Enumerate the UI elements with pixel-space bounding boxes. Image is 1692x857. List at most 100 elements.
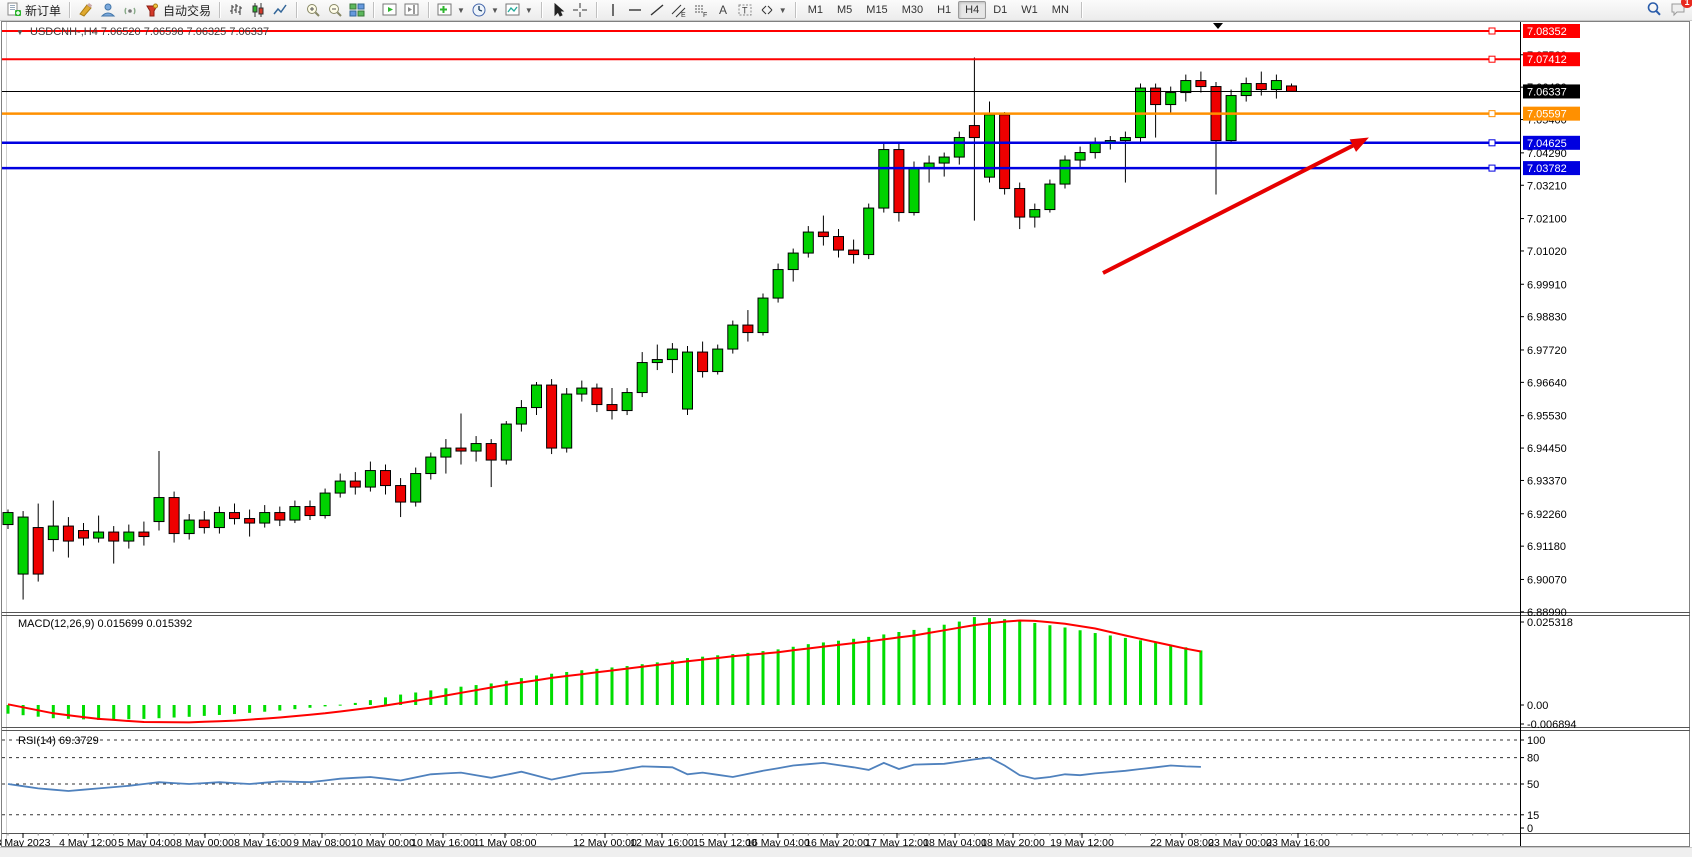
macd-histogram-bar: [821, 642, 825, 705]
timeframe-D1-button[interactable]: D1: [993, 4, 1008, 16]
svg-text:3 May 2023: 3 May 2023: [0, 837, 51, 849]
svg-text:12 May 00:00: 12 May 00:00: [573, 837, 637, 849]
periods-button[interactable]: ▼: [468, 1, 502, 19]
chevron-down-icon[interactable]: ▼: [457, 5, 465, 15]
level-price-labels: 7.08352 7.07412 7.06337 7.05597 7.04625 7.037…: [1523, 24, 1580, 176]
new-order-button[interactable]: 新订单: [3, 1, 64, 20]
macd-histogram-bar: [338, 704, 342, 706]
macd-histogram-bar: [489, 683, 493, 705]
macd-histogram-bar: [731, 654, 735, 705]
auto-scroll-icon: [382, 2, 398, 18]
macd-histogram-bar: [6, 705, 10, 714]
new-order-icon: [6, 2, 22, 18]
trendline-button[interactable]: [646, 1, 668, 19]
svg-text:6.95530: 6.95530: [1527, 411, 1567, 423]
macd-histogram-bar: [187, 705, 191, 717]
svg-text:8 May 00:00: 8 May 00:00: [176, 837, 234, 849]
svg-text:16 May 04:00: 16 May 04:00: [746, 837, 810, 849]
macd-histogram-bar: [278, 705, 282, 711]
macd-histogram-bar: [414, 692, 418, 705]
crosshair-button[interactable]: [569, 1, 591, 19]
macd-pane: MACD(12,26,9) 0.015699 0.015392 0.025318 0…: [6, 617, 1577, 731]
equidistant-channel-button[interactable]: E: [668, 1, 690, 19]
community-button[interactable]: [97, 1, 119, 19]
svg-text:17 May 12:00: 17 May 12:00: [865, 837, 929, 849]
templates-button[interactable]: ▼: [502, 1, 536, 19]
text-label-button[interactable]: T: [734, 1, 756, 19]
chevron-down-icon[interactable]: ▼: [778, 5, 787, 15]
indicators-button[interactable]: ▼: [434, 1, 468, 19]
auto-scroll-button[interactable]: [379, 1, 401, 19]
autotrading-button[interactable]: 自动交易: [141, 1, 214, 20]
macd-histogram-bar: [248, 705, 252, 713]
timeframe-H4-button[interactable]: H4: [958, 1, 987, 19]
macd-histogram-bar: [519, 678, 523, 705]
chart-candles-button[interactable]: [247, 1, 269, 19]
arrows-button[interactable]: ▼: [756, 1, 790, 19]
new-order-label: 新订单: [25, 3, 62, 18]
macd-histogram-bar: [293, 705, 297, 710]
toolbar-separator: [540, 2, 542, 18]
macd-histogram-bar: [957, 621, 961, 705]
chart-line-button[interactable]: [269, 1, 291, 19]
trend-arrow-annotation[interactable]: [1102, 137, 1369, 275]
macd-histogram-bar: [82, 705, 85, 720]
timeframe-M5-button[interactable]: M5: [837, 4, 853, 16]
text-icon: A: [715, 2, 731, 18]
chevron-down-icon[interactable]: ▼: [490, 5, 499, 15]
macd-histogram-bar: [610, 667, 614, 705]
timeframe-M1-button[interactable]: M1: [807, 4, 823, 16]
chart-bars-button[interactable]: [225, 1, 247, 19]
fibonacci-button[interactable]: F: [690, 1, 712, 19]
chart-candles-icon: [250, 2, 266, 18]
signal-icon: [122, 2, 138, 18]
macd-histogram-bar: [897, 632, 901, 705]
chart-shift-marker[interactable]: [1213, 23, 1223, 29]
svg-text:15: 15: [1527, 810, 1539, 822]
zoom-in-button[interactable]: [302, 1, 324, 19]
macd-histogram-bar: [655, 662, 659, 705]
macd-histogram-bar: [97, 705, 101, 720]
chevron-down-icon[interactable]: ▼: [524, 5, 533, 15]
level-lines[interactable]: [2, 27, 1520, 172]
cursor-button[interactable]: [547, 1, 569, 19]
macd-histogram-bar: [142, 705, 146, 719]
symbol-ohlc-title: USDCNH-,H4 7.06520 7.06598 7.06325 7.063…: [30, 26, 269, 38]
macd-histogram-bar: [701, 656, 705, 705]
timeframe-W1-button[interactable]: W1: [1021, 4, 1038, 16]
svg-text:10 May 16:00: 10 May 16:00: [411, 837, 475, 849]
text-button[interactable]: A: [712, 1, 734, 19]
svg-text:7.03210: 7.03210: [1527, 180, 1567, 192]
symbol-dropdown-icon[interactable]: ▼: [16, 28, 24, 37]
chat-icon: [1670, 3, 1686, 20]
macd-histogram-bar: [263, 705, 267, 712]
timeframe-M30-button[interactable]: M30: [901, 4, 924, 16]
tile-windows-button[interactable]: [346, 1, 368, 19]
timeframe-H1-button[interactable]: H1: [937, 4, 952, 16]
macd-histogram-bar: [716, 655, 720, 705]
zoom-out-button[interactable]: [324, 1, 346, 19]
horizontal-line-button[interactable]: [624, 1, 646, 19]
macd-histogram-bar: [776, 649, 780, 705]
chat-button[interactable]: 1: [1670, 0, 1692, 20]
search-button[interactable]: [1646, 1, 1662, 20]
macd-histogram-bar: [942, 624, 946, 705]
search-icon: [1646, 1, 1662, 20]
compile-button[interactable]: [75, 1, 97, 19]
vertical-line-button[interactable]: [602, 1, 624, 19]
chart-line-icon: [272, 2, 288, 18]
macd-histogram-bar: [746, 652, 750, 705]
chart-shift-button[interactable]: [401, 1, 423, 19]
macd-histogram-bar: [51, 705, 55, 719]
timeframe-MN-button[interactable]: MN: [1051, 4, 1069, 16]
rsi-line: [7, 756, 1201, 792]
svg-text:80: 80: [1527, 753, 1539, 765]
macd-title: MACD(12,26,9) 0.015699 0.015392: [18, 618, 192, 630]
macd-histogram-bar: [1018, 621, 1022, 705]
signal-button[interactable]: [119, 1, 141, 19]
macd-histogram-bar: [640, 664, 644, 705]
pane-separators[interactable]: [2, 612, 1690, 834]
timeframe-M15-button[interactable]: M15: [866, 4, 888, 16]
svg-text:-0.006894: -0.006894: [1527, 719, 1577, 731]
price-axis: 7.075607.064807.054007.042907.032107.021…: [1520, 50, 1567, 619]
